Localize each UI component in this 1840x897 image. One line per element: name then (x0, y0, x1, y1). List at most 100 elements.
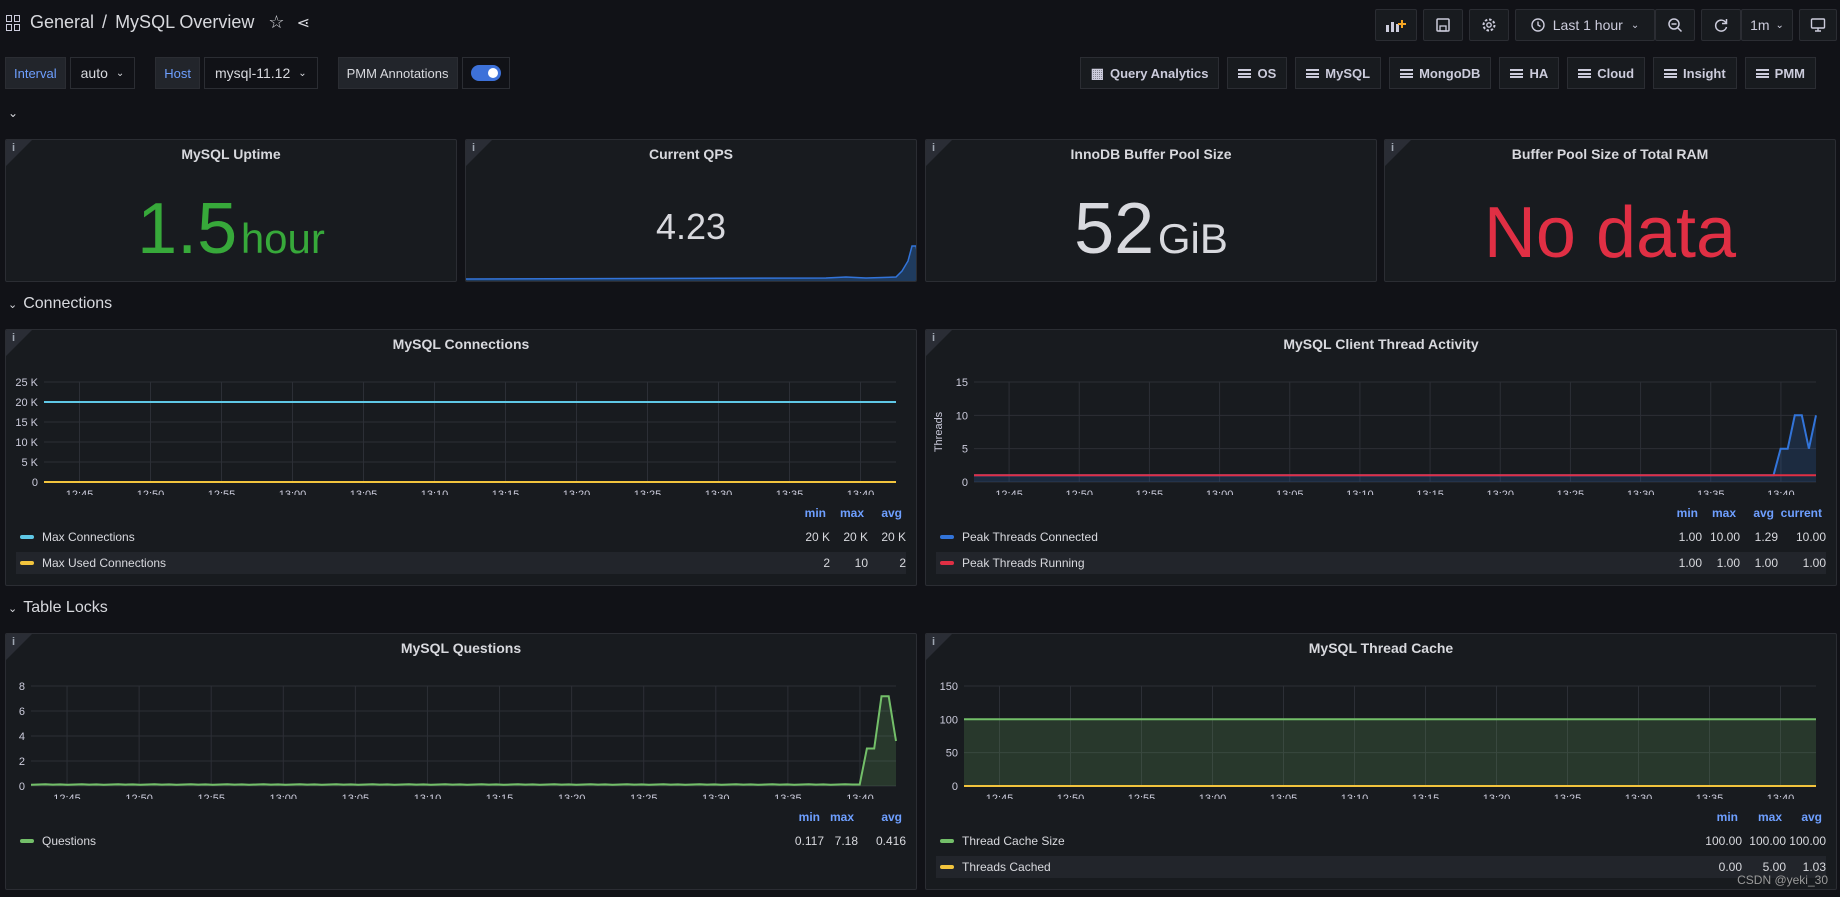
graph-panel-mysql-connections[interactable]: i MySQL Connections 0 5 K 10 K 15 K 20 K 25 K 12… (5, 329, 917, 586)
legend-color-swatch[interactable] (20, 839, 34, 843)
dashboard-title[interactable]: MySQL Overview (115, 12, 255, 32)
chart-legend: min max avg current Peak Threads Connected 1.… (926, 506, 1836, 585)
refresh-interval-picker[interactable]: 1m ⌄ (1741, 9, 1793, 41)
legend-series-name[interactable]: Max Connections (42, 530, 135, 544)
stat-panel-uptime[interactable]: i MySQL Uptime 1.5 hour (5, 139, 457, 282)
link-label: PMM (1774, 65, 1805, 81)
stat-value: 4.23 (655, 206, 727, 247)
x-tick-label: 13:35 (774, 793, 802, 799)
panel-title: MySQL Questions (400, 640, 522, 656)
interval-select[interactable]: auto ⌄ (69, 57, 136, 89)
x-tick-label: 13:20 (563, 489, 591, 495)
legend-series-name[interactable]: Threads Cached (962, 860, 1051, 874)
legend-sort-max[interactable]: max (839, 506, 864, 520)
legend-value: 0.117 (794, 834, 824, 848)
link-mongodb[interactable]: MongoDB (1389, 57, 1492, 89)
share-icon[interactable]: ⋖ (296, 14, 310, 32)
toggle-switch[interactable] (470, 65, 501, 81)
graph-panel-mysql-questions[interactable]: i MySQL Questions 0 2 4 6 8 12:45 12:50 12:55 13:0… (5, 633, 917, 890)
legend-value: 2 (899, 556, 906, 570)
row-connections[interactable]: ⌄ Connections (8, 295, 112, 313)
tv-mode-button[interactable] (1799, 9, 1837, 41)
legend-sort-avg[interactable]: avg (1801, 810, 1822, 824)
link-query-analytics[interactable]: ▦ Query Analytics (1079, 57, 1220, 89)
panel-title: MySQL Connections (392, 336, 530, 352)
info-icon[interactable]: i (466, 140, 496, 170)
legend-sort-min[interactable]: min (1716, 810, 1738, 824)
legend-sort-current[interactable]: current (1780, 506, 1822, 520)
row-table-locks[interactable]: ⌄ Table Locks (8, 599, 108, 617)
link-pmm[interactable]: PMM (1744, 57, 1816, 89)
stat-panel-buffer-ram[interactable]: i Buffer Pool Size of Total RAM No data (1384, 139, 1836, 282)
x-tick-label: 13:30 (705, 489, 733, 495)
x-tick-label: 12:55 (197, 793, 225, 799)
breadcrumb-folder[interactable]: General (30, 12, 95, 32)
link-insight[interactable]: Insight (1653, 57, 1737, 89)
time-picker-button[interactable]: Last 1 hour ⌄ (1515, 9, 1655, 41)
info-icon[interactable]: i (926, 330, 956, 360)
legend-color-swatch[interactable] (940, 865, 954, 869)
graph-panel-client-thread-activity[interactable]: i MySQL Client Thread Activity 0 5 10 15 12:45… (925, 329, 1837, 586)
info-icon[interactable]: i (6, 330, 36, 360)
legend-sort-max[interactable]: max (1711, 506, 1736, 520)
host-select[interactable]: mysql-11.12 ⌄ (204, 57, 318, 89)
legend-values: 0.00 5.00 1.03 (1686, 860, 1826, 874)
link-ha[interactable]: HA (1499, 57, 1560, 89)
chevron-down-icon: ⌄ (8, 106, 19, 120)
info-icon[interactable]: i (6, 634, 36, 664)
legend-series-name[interactable]: Questions (42, 834, 97, 848)
legend-sort-min[interactable]: min (804, 506, 826, 520)
link-os[interactable]: OS (1227, 57, 1288, 89)
pmm-annotations-toggle[interactable] (461, 57, 510, 89)
legend-series-name[interactable]: Peak Threads Running (962, 556, 1085, 570)
legend-sort-min[interactable]: min (798, 810, 820, 824)
legend-sort-max[interactable]: max (829, 810, 854, 824)
x-tick-label: 13:00 (270, 793, 298, 799)
settings-button[interactable] (1469, 9, 1509, 41)
star-icon[interactable]: ☆ (268, 12, 285, 32)
graph-panel-thread-cache[interactable]: i MySQL Thread Cache 0 50 100 150 12:45 12:50 12… (925, 633, 1837, 890)
save-dashboard-button[interactable] (1423, 9, 1463, 41)
dashboards-icon[interactable] (6, 14, 22, 31)
refresh-icon (1714, 19, 1728, 32)
legend-row[interactable]: Questions 0.117 7.18 0.416 (16, 830, 906, 852)
info-icon[interactable]: i (926, 634, 956, 664)
stat-panel-buffer-pool[interactable]: i InnoDB Buffer Pool Size 52 GiB (925, 139, 1377, 282)
legend-color-swatch[interactable] (940, 839, 954, 843)
legend-series-name[interactable]: Thread Cache Size (962, 834, 1065, 848)
legend-color-swatch[interactable] (20, 561, 34, 565)
legend-color-swatch[interactable] (940, 561, 954, 565)
info-icon[interactable]: i (1385, 140, 1415, 170)
legend-sort-min[interactable]: min (1676, 506, 1698, 520)
legend-row[interactable]: Thread Cache Size 100.00 100.00 100.00 (936, 830, 1826, 852)
legend-color-swatch[interactable] (940, 535, 954, 539)
link-label: MongoDB (1419, 65, 1481, 81)
refresh-button[interactable] (1701, 9, 1741, 41)
legend-sort-avg[interactable]: avg (1753, 506, 1774, 520)
legend-sort-max[interactable]: max (1757, 810, 1782, 824)
legend-series-name[interactable]: Max Used Connections (42, 556, 167, 570)
stat-panel-qps[interactable]: i Current QPS 4.23 (465, 139, 917, 282)
legend-sort-avg[interactable]: avg (881, 810, 902, 824)
legend-row[interactable]: Peak Threads Running 1.00 1.00 1.00 1.00 (936, 552, 1826, 574)
legend-row[interactable]: Max Used Connections 2 10 2 (16, 552, 906, 574)
legend-value: 10.00 (1795, 530, 1826, 544)
chevron-down-icon: ⌄ (115, 67, 125, 79)
legend-row[interactable]: Max Connections 20 K 20 K 20 K (16, 526, 906, 548)
link-cloud[interactable]: Cloud (1567, 57, 1646, 89)
row-title: Connections (23, 295, 113, 312)
info-icon[interactable]: i (6, 140, 36, 170)
x-tick-label: 12:55 (208, 489, 236, 495)
bars-icon (1578, 68, 1592, 78)
chart-plot: 0 5 10 15 12:45 12:50 12:55 13:00 13:05 13:10 13:1… (933, 377, 1817, 495)
collapse-row-toggle[interactable]: ⌄ (8, 106, 18, 120)
info-icon[interactable]: i (926, 140, 956, 170)
legend-sort-avg[interactable]: avg (881, 506, 902, 520)
link-mysql[interactable]: MySQL (1295, 57, 1382, 89)
legend-row[interactable]: Peak Threads Connected 1.00 10.00 1.29 10.00 (936, 526, 1826, 548)
legend-row[interactable]: Threads Cached 0.00 5.00 1.03 (936, 856, 1826, 878)
legend-color-swatch[interactable] (20, 535, 34, 539)
add-panel-button[interactable] (1375, 9, 1417, 41)
zoom-out-button[interactable] (1655, 9, 1695, 41)
legend-series-name[interactable]: Peak Threads Connected (962, 530, 1098, 544)
